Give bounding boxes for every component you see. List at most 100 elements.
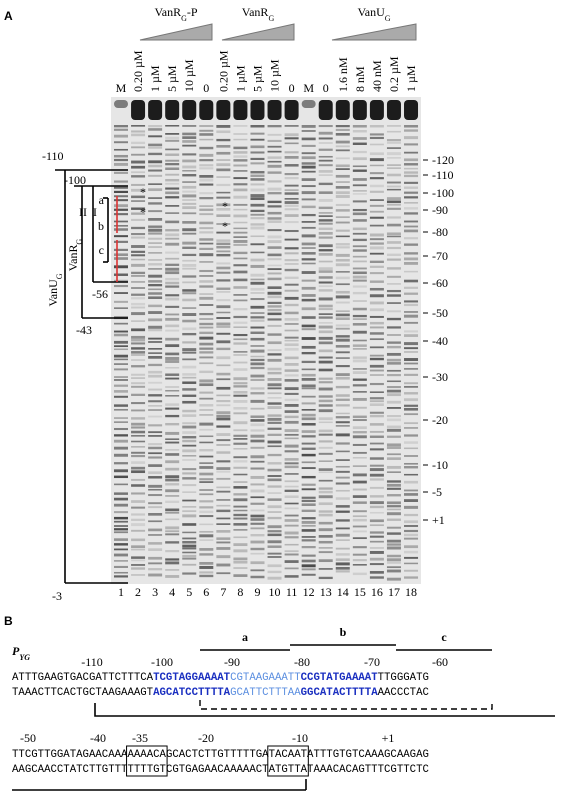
gel-band bbox=[114, 421, 128, 423]
gel-band bbox=[284, 343, 299, 347]
gel-band bbox=[182, 400, 197, 404]
well-band bbox=[165, 100, 180, 120]
position-label: +1 bbox=[382, 731, 395, 745]
gel-band bbox=[386, 352, 401, 356]
gel-band bbox=[131, 478, 146, 481]
gel-band bbox=[182, 491, 197, 493]
gel-band bbox=[318, 244, 333, 248]
gel-band bbox=[250, 374, 265, 378]
gel-band bbox=[216, 444, 231, 446]
gel-band bbox=[335, 489, 350, 492]
gel-band bbox=[352, 515, 367, 518]
gel-band bbox=[335, 290, 350, 294]
gel-band bbox=[301, 387, 316, 390]
gel-band bbox=[267, 268, 282, 271]
gel-band bbox=[369, 136, 384, 140]
gel-band bbox=[404, 191, 419, 194]
group-label: VanRG bbox=[242, 5, 275, 23]
gel-band bbox=[216, 176, 231, 178]
gel-band bbox=[148, 443, 163, 446]
gel-band bbox=[386, 487, 401, 490]
gel-band bbox=[267, 475, 282, 477]
gel-band bbox=[335, 558, 350, 561]
gel-band bbox=[352, 318, 367, 320]
gel-band bbox=[165, 297, 180, 301]
well-band bbox=[114, 100, 128, 108]
gel-band bbox=[233, 394, 248, 397]
label-sub: G bbox=[55, 273, 64, 279]
gel-band bbox=[369, 411, 384, 414]
gel-band bbox=[335, 351, 350, 354]
gel-band bbox=[165, 212, 180, 214]
gel-band bbox=[352, 130, 367, 133]
gel-band bbox=[216, 223, 231, 225]
gel-band bbox=[165, 549, 180, 553]
ruler-label: -80 bbox=[432, 225, 448, 239]
gel-band bbox=[352, 157, 367, 161]
gel-band bbox=[404, 358, 419, 361]
gel-band bbox=[404, 505, 419, 509]
bracket bbox=[94, 703, 555, 717]
gel-band bbox=[267, 139, 282, 142]
gel-band bbox=[199, 192, 214, 195]
gel-band bbox=[199, 462, 214, 464]
gel-band bbox=[233, 321, 248, 324]
gel-band bbox=[114, 257, 128, 260]
gel-band bbox=[165, 568, 180, 571]
gel-band bbox=[182, 153, 197, 156]
gel-band bbox=[386, 566, 401, 569]
gel-band bbox=[284, 437, 299, 440]
gel-band bbox=[216, 490, 231, 493]
gel-band bbox=[267, 341, 282, 345]
gel-band bbox=[131, 236, 146, 239]
gel-band bbox=[182, 332, 197, 336]
gel-band bbox=[131, 188, 146, 192]
gel-band bbox=[352, 397, 367, 401]
gel-band bbox=[199, 238, 214, 241]
gel-band bbox=[165, 233, 180, 237]
gel-band bbox=[199, 342, 214, 346]
gel-band bbox=[335, 547, 350, 550]
gel-band bbox=[386, 333, 401, 336]
sequence-segment: GGCATACTTTTA bbox=[301, 687, 379, 699]
gel-band bbox=[131, 165, 146, 169]
gel-band bbox=[199, 347, 214, 350]
gel-band bbox=[352, 208, 367, 212]
gel-band bbox=[216, 425, 231, 428]
gel-band bbox=[404, 427, 419, 429]
gel-band bbox=[165, 386, 180, 388]
gel-band bbox=[369, 238, 384, 241]
gel-band bbox=[131, 440, 146, 443]
gel-band bbox=[233, 557, 248, 561]
gel-band bbox=[267, 545, 282, 548]
gel-band bbox=[165, 558, 180, 561]
gel-band bbox=[182, 246, 197, 249]
label-sub: YG bbox=[19, 653, 30, 662]
gel-band bbox=[369, 505, 384, 509]
gel-band bbox=[369, 473, 384, 477]
gel-band bbox=[335, 301, 350, 304]
gel-band bbox=[352, 510, 367, 513]
gel-band bbox=[284, 137, 299, 140]
gel-band bbox=[114, 330, 128, 333]
gel-band bbox=[267, 570, 282, 574]
gel-band bbox=[131, 446, 146, 448]
gel-band bbox=[216, 460, 231, 463]
gel-band bbox=[352, 165, 367, 168]
gel-band bbox=[148, 311, 163, 314]
gel-band bbox=[301, 328, 316, 331]
gel-band bbox=[404, 212, 419, 215]
gel-band bbox=[199, 221, 214, 225]
gel-band bbox=[250, 183, 265, 186]
sequence-segment: AAAACA bbox=[127, 749, 166, 761]
gel-band bbox=[369, 354, 384, 357]
gel-band bbox=[250, 188, 265, 192]
gel-band bbox=[267, 440, 282, 444]
gel-band bbox=[267, 462, 282, 465]
well-band bbox=[148, 100, 163, 120]
gel-band bbox=[352, 564, 367, 566]
gel-band bbox=[301, 423, 316, 426]
gel-band bbox=[199, 153, 214, 157]
well-band bbox=[284, 100, 299, 120]
gel-band bbox=[318, 270, 333, 273]
